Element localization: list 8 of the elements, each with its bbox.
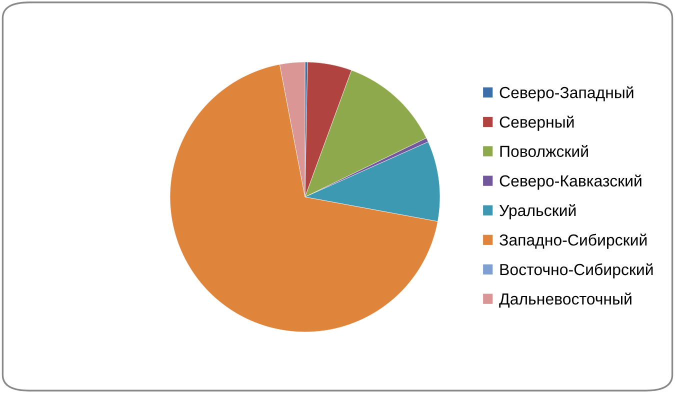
legend-label: Дальневосточный <box>499 292 632 308</box>
legend-label: Северный <box>500 116 574 131</box>
legend-label: Восточно-Сибирский <box>500 263 653 278</box>
legend-label: Северо-Кавказский <box>500 174 642 190</box>
legend-label: Северо-Западный <box>500 86 634 102</box>
legend-label: Поволжский <box>500 145 588 158</box>
legend-label: Западно-Сибирский <box>500 234 647 249</box>
legend-label: Уральский <box>499 204 576 220</box>
